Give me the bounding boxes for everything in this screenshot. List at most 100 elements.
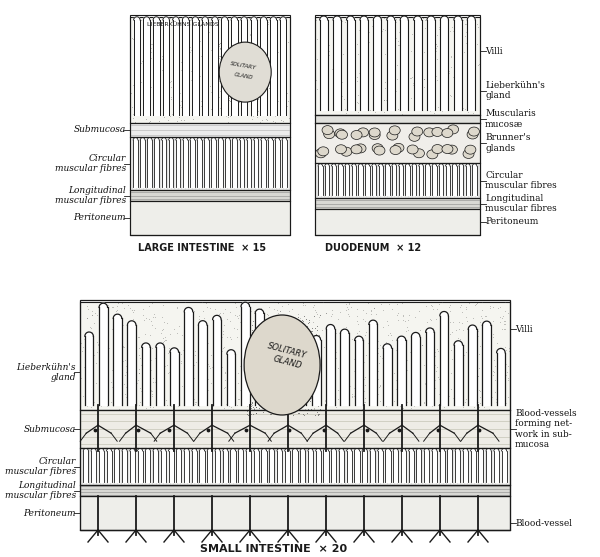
Polygon shape xyxy=(502,451,506,482)
Point xyxy=(236,306,245,315)
Point xyxy=(491,398,501,407)
Point xyxy=(304,336,314,345)
Point xyxy=(288,406,298,415)
Point xyxy=(238,331,248,340)
Point xyxy=(436,399,446,408)
Point xyxy=(86,383,96,392)
Point xyxy=(346,302,355,311)
Polygon shape xyxy=(406,164,410,166)
Point xyxy=(277,301,287,310)
Point xyxy=(302,357,312,366)
Point xyxy=(353,91,363,100)
Point xyxy=(149,71,158,80)
Point xyxy=(247,115,256,124)
Point xyxy=(245,43,254,52)
Polygon shape xyxy=(148,138,152,140)
Point xyxy=(173,75,182,84)
Polygon shape xyxy=(331,451,336,482)
Point xyxy=(281,338,290,347)
Point xyxy=(162,319,172,328)
Point xyxy=(275,38,284,47)
Polygon shape xyxy=(425,166,430,195)
Point xyxy=(280,365,290,374)
Polygon shape xyxy=(262,451,266,482)
Point xyxy=(266,409,276,418)
Point xyxy=(245,389,255,398)
Point xyxy=(255,100,265,109)
Point xyxy=(86,392,95,401)
Point xyxy=(194,401,204,410)
Point xyxy=(298,352,308,361)
Point xyxy=(196,349,205,358)
Point xyxy=(217,84,227,92)
Point xyxy=(297,384,307,393)
Point xyxy=(236,343,246,352)
Point xyxy=(252,63,262,72)
Point xyxy=(396,59,406,68)
Polygon shape xyxy=(192,17,199,20)
Polygon shape xyxy=(387,20,395,110)
Point xyxy=(394,40,403,49)
Polygon shape xyxy=(211,138,216,140)
Polygon shape xyxy=(365,164,370,166)
Polygon shape xyxy=(227,350,235,354)
Point xyxy=(288,364,298,373)
Point xyxy=(481,376,491,385)
Point xyxy=(257,101,266,110)
Point xyxy=(152,98,162,107)
Point xyxy=(383,43,392,52)
Point xyxy=(257,317,267,326)
Polygon shape xyxy=(439,166,443,195)
Point xyxy=(314,389,323,398)
Point xyxy=(422,364,432,373)
Point xyxy=(264,338,274,347)
Point xyxy=(370,304,379,313)
Point xyxy=(246,332,256,341)
Point xyxy=(243,395,253,404)
Point xyxy=(236,39,245,48)
Point xyxy=(155,382,165,390)
Point xyxy=(491,395,501,404)
Point xyxy=(96,329,106,338)
Point xyxy=(265,345,275,354)
Point xyxy=(295,341,305,350)
Point xyxy=(496,317,505,326)
Point xyxy=(209,359,218,368)
Point xyxy=(221,18,230,27)
Point xyxy=(271,319,281,328)
Point xyxy=(375,341,385,350)
Point xyxy=(262,350,272,359)
Point xyxy=(189,360,199,369)
Polygon shape xyxy=(269,340,278,344)
Point xyxy=(300,404,310,413)
Point xyxy=(257,33,267,42)
Point xyxy=(243,46,253,55)
Point xyxy=(301,337,310,346)
Point xyxy=(324,50,334,59)
Point xyxy=(247,402,256,411)
Point xyxy=(457,307,467,316)
Point xyxy=(238,342,248,351)
Point xyxy=(282,353,292,361)
Point xyxy=(281,37,291,46)
Text: Peritoneum: Peritoneum xyxy=(23,509,76,517)
Point xyxy=(286,353,296,362)
Point xyxy=(92,338,102,346)
Polygon shape xyxy=(161,138,166,140)
Point xyxy=(149,53,159,62)
Point xyxy=(461,394,470,403)
Point xyxy=(376,381,385,390)
Point xyxy=(165,111,175,120)
Point xyxy=(276,314,286,323)
Point xyxy=(142,360,151,369)
Point xyxy=(376,60,385,69)
Point xyxy=(320,395,330,404)
Point xyxy=(184,55,193,64)
Point xyxy=(293,383,302,392)
Point xyxy=(461,302,470,311)
Point xyxy=(156,21,166,30)
Point xyxy=(418,13,428,22)
Polygon shape xyxy=(300,448,305,451)
Point xyxy=(323,348,332,356)
Point xyxy=(237,69,247,78)
